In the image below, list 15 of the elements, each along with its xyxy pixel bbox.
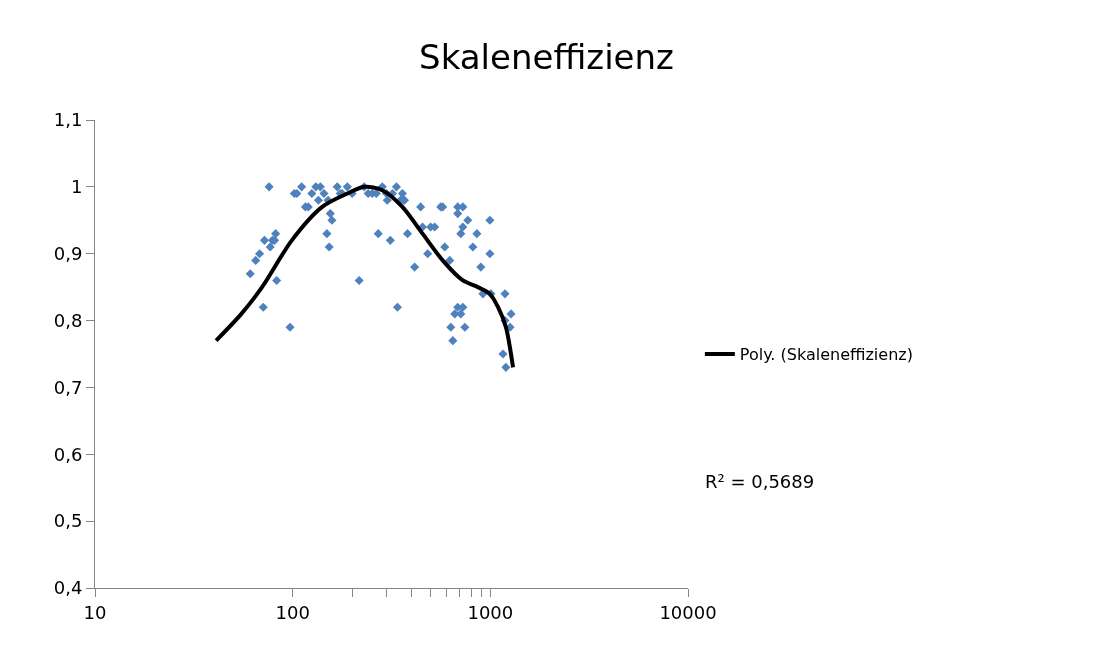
text: R² = 0,5689 (705, 471, 815, 492)
y-tick-label: 1 (70, 176, 83, 198)
x-tick-label: 100 (275, 601, 310, 623)
y-tick-label: 0,4 (53, 577, 83, 599)
y-tick-label: 1,1 (53, 109, 83, 131)
x-tick-label: 10000 (659, 601, 717, 623)
y-tick-label: 0,7 (53, 376, 83, 398)
y-tick-label: 0,8 (53, 309, 83, 331)
x-tick-label: 1000 (467, 601, 514, 623)
x-tick-label: 10 (83, 601, 107, 623)
y-tick-label: 0,9 (53, 243, 83, 265)
legend-label: Poly. (Skaleneffizienz) (739, 345, 913, 365)
chart-title: Skaleneffizienz (419, 37, 674, 78)
y-tick-label: 0,5 (53, 510, 83, 532)
y-tick-label: 0,6 (53, 443, 83, 465)
